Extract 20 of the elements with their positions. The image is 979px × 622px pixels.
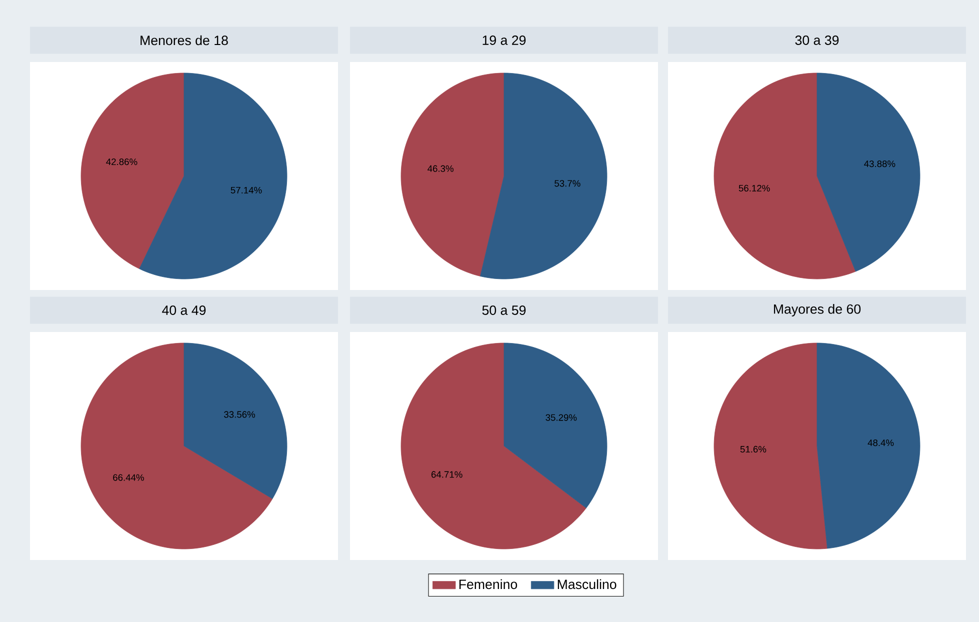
data-label: 51.6% (740, 446, 766, 453)
data-label: 64.71% (431, 471, 462, 478)
data-label: 48.4% (868, 439, 894, 446)
chart-title: 30 a 39 (795, 36, 839, 45)
data-label: 56.12% (738, 184, 770, 192)
data-label: 42.86% (106, 158, 138, 166)
data-label: 53.7% (554, 180, 580, 187)
legend-label: Femenino (459, 579, 518, 590)
chart-title: 40 a 49 (162, 306, 206, 315)
data-label: 33.56% (224, 411, 256, 418)
chart-title: Mayores de 60 (774, 304, 861, 316)
data-label: 35.29% (546, 414, 577, 421)
chart-title: Menores de 18 (140, 35, 228, 46)
data-label: 46.3% (428, 165, 454, 172)
data-label: 66.44% (113, 474, 144, 481)
data-label: 57.14% (230, 186, 262, 194)
chart-title: 19 a 29 (482, 36, 526, 45)
data-label: 43.88% (864, 160, 896, 168)
chart-title: 50 a 59 (482, 306, 526, 315)
legend-label: Masculino (558, 579, 616, 590)
